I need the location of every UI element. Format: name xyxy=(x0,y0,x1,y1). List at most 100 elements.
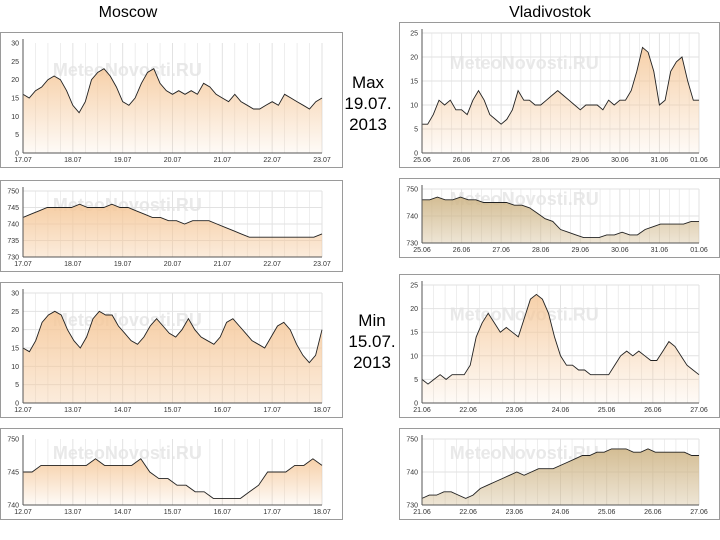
moscow-min-pressure-xtick-3: 15.07 xyxy=(164,509,182,516)
moscow-max-temp-xtick-4: 21.07 xyxy=(214,157,232,164)
moscow-min-temp-xtick-5: 17.07 xyxy=(263,407,281,414)
vladivostok-max-temp-ytick-2: 10 xyxy=(410,103,418,110)
moscow-min-temp-xtick-6: 18.07 xyxy=(313,407,331,414)
vladivostok-max-temp-ytick-0: 0 xyxy=(414,151,418,158)
vladivostok-max-pressure-xtick-4: 29.06 xyxy=(572,247,590,254)
moscow-max-temp-series-line xyxy=(22,68,323,114)
vladivostok-max-temp-xtick-5: 30.06 xyxy=(611,157,629,164)
vladivostok-min-temp-xtick-2: 23.06 xyxy=(506,407,524,414)
vladivostok-max-temp-xtick-7: 01.06 xyxy=(690,157,708,164)
moscow-max-pressure-area xyxy=(23,204,322,257)
moscow-max-pressure-ytick-0: 730 xyxy=(7,255,19,262)
moscow-min-temp-xtick-1: 13.07 xyxy=(64,407,82,414)
moscow-min-temp-xtick-3: 15.07 xyxy=(164,407,182,414)
moscow-max-temp-ytick-4: 20 xyxy=(11,77,19,84)
moscow-max-pressure-xtick-3: 20.07 xyxy=(164,261,182,268)
vladivostok-min-temp-ytick-1: 5 xyxy=(414,377,418,384)
moscow-max-pressure-xtick-2: 19.07 xyxy=(114,261,132,268)
vladivostok-min-pressure-svg: MeteoNovosti.RU 730 740 750 21.06 22.06 23.06 2… xyxy=(406,435,708,516)
vladivostok-min-pressure-xtick-6: 27.06 xyxy=(690,509,708,516)
min-label-line-3: 2013 xyxy=(353,353,391,372)
moscow-max-pressure-ytick-4: 750 xyxy=(7,189,19,196)
moscow-title: Moscow xyxy=(98,4,158,21)
moscow-min-temp-xtick-0: 12.07 xyxy=(14,407,32,414)
moscow-max-temp-svg: MeteoNovosti.RU 0 5 10 15 20 25 30 17.07 18.07 19.… xyxy=(11,39,331,164)
moscow-max-temp-ytick-5: 25 xyxy=(11,59,19,66)
moscow-min-temp-ytick-4: 20 xyxy=(11,327,19,334)
max-date-label: Max 19.07. 2013 xyxy=(328,72,408,135)
vladivostok-max-pressure-chart: MeteoNovosti.RU 730 740 750 25.06 26.06 27.06 2… xyxy=(399,178,720,258)
moscow-max-temp-xtick-2: 19.07 xyxy=(114,157,132,164)
moscow-max-temp-ytick-0: 0 xyxy=(15,151,19,158)
moscow-max-temp-ytick-2: 10 xyxy=(11,114,19,121)
moscow-max-pressure-xtick-5: 22.07 xyxy=(263,261,281,268)
moscow-min-temp-xtick-4: 16.07 xyxy=(214,407,232,414)
moscow-max-pressure-ytick-1: 735 xyxy=(7,238,19,245)
vladivostok-min-temp-xtick-3: 24.06 xyxy=(552,407,570,414)
moscow-min-temp-ytick-0: 0 xyxy=(15,401,19,408)
vladivostok-max-temp-xtick-0: 25.06 xyxy=(413,157,431,164)
moscow-max-temp-xtick-6: 23.07 xyxy=(313,157,331,164)
moscow-max-temp-watermark: MeteoNovosti.RU xyxy=(53,60,202,80)
vladivostok-max-temp-area xyxy=(422,47,699,153)
moscow-min-pressure-xtick-5: 17.07 xyxy=(263,509,281,516)
vladivostok-min-pressure-watermark: MeteoNovosti.RU xyxy=(450,443,599,463)
vladivostok-max-temp-series-line xyxy=(422,46,699,125)
vladivostok-min-pressure-xtick-4: 25.06 xyxy=(598,509,616,516)
moscow-max-pressure-ytick-3: 745 xyxy=(7,205,19,212)
moscow-min-pressure-area xyxy=(23,458,322,505)
moscow-min-pressure-xtick-6: 18.07 xyxy=(313,509,331,516)
moscow-max-temp-area xyxy=(23,68,322,153)
moscow-max-temp-chart: MeteoNovosti.RU 0 5 10 15 20 25 30 17.07 18.07 19.… xyxy=(0,32,343,168)
vladivostok-min-temp-xtick-1: 22.06 xyxy=(459,407,477,414)
moscow-min-temp-xtick-2: 14.07 xyxy=(114,407,132,414)
min-label-line-2: 15.07. xyxy=(348,332,396,351)
vladivostok-max-temp-ytick-5: 25 xyxy=(410,31,418,38)
moscow-max-pressure-xtick-0: 17.07 xyxy=(14,261,32,268)
moscow-min-temp-watermark: MeteoNovosti.RU xyxy=(53,310,202,330)
vladivostok-max-pressure-xtick-3: 28.06 xyxy=(532,247,550,254)
vladivostok-max-pressure-xtick-6: 31.06 xyxy=(651,247,669,254)
min-label-line-1: Min xyxy=(358,311,386,330)
vladivostok-max-pressure-xtick-5: 30.06 xyxy=(611,247,629,254)
moscow-min-temp-svg: MeteoNovosti.RU 0 5 10 15 20 25 30 12.07 13.07 14.… xyxy=(11,289,331,414)
moscow-max-pressure-ytick-2: 740 xyxy=(7,222,19,229)
moscow-min-temp-ytick-2: 10 xyxy=(11,364,19,371)
moscow-max-pressure-xtick-1: 18.07 xyxy=(64,261,82,268)
moscow-min-temp-ytick-1: 5 xyxy=(15,382,19,389)
moscow-max-temp-ytick-1: 5 xyxy=(15,132,19,139)
vladivostok-min-pressure-ytick-0: 730 xyxy=(406,503,418,510)
vladivostok-min-pressure-series-line xyxy=(421,448,699,499)
vladivostok-max-pressure-ytick-0: 730 xyxy=(406,241,418,248)
vladivostok-min-pressure-xtick-1: 22.06 xyxy=(459,509,477,516)
moscow-min-temp-area xyxy=(23,311,322,403)
vladivostok-max-temp-ytick-1: 5 xyxy=(414,127,418,134)
vladivostok-max-temp-svg: MeteoNovosti.RU 0 5 10 15 20 25 25.06 26.06 27.06… xyxy=(410,29,708,164)
vladivostok-min-pressure-ytick-2: 750 xyxy=(406,437,418,444)
vladivostok-max-temp-xtick-2: 27.06 xyxy=(492,157,510,164)
moscow-min-pressure-ytick-0: 740 xyxy=(7,503,19,510)
vladivostok-max-temp-ytick-3: 15 xyxy=(410,79,418,86)
vladivostok-max-temp-xtick-3: 28.06 xyxy=(532,157,550,164)
vladivostok-min-pressure-xtick-2: 23.06 xyxy=(506,509,524,516)
moscow-min-temp-series-line xyxy=(22,310,323,364)
max-label-line-3: 2013 xyxy=(349,115,387,134)
moscow-max-pressure-series-line xyxy=(22,203,323,238)
moscow-min-pressure-xtick-0: 12.07 xyxy=(14,509,32,516)
vladivostok-max-pressure-xtick-1: 26.06 xyxy=(453,247,471,254)
moscow-min-temp-ytick-5: 25 xyxy=(11,309,19,316)
vladivostok-max-pressure-ytick-1: 740 xyxy=(406,214,418,221)
moscow-min-pressure-xtick-1: 13.07 xyxy=(64,509,82,516)
moscow-max-pressure-xtick-6: 23.07 xyxy=(313,261,331,268)
vladivostok-min-temp-area xyxy=(422,294,699,403)
vladivostok-min-pressure-xtick-0: 21.06 xyxy=(413,509,431,516)
moscow-max-pressure-chart: MeteoNovosti.RU 730 735 740 745 750 17.07 18.07… xyxy=(0,180,343,272)
vladivostok-min-temp-xtick-4: 25.06 xyxy=(598,407,616,414)
vladivostok-min-temp-chart: MeteoNovosti.RU 0 5 10 15 20 25 21.06 22.06 23.06… xyxy=(399,274,720,418)
vladivostok-min-pressure-chart: MeteoNovosti.RU 730 740 750 21.06 22.06 23.06 2… xyxy=(399,428,720,520)
vladivostok-max-pressure-xtick-7: 01.06 xyxy=(690,247,708,254)
vladivostok-max-pressure-series-line xyxy=(422,196,699,239)
